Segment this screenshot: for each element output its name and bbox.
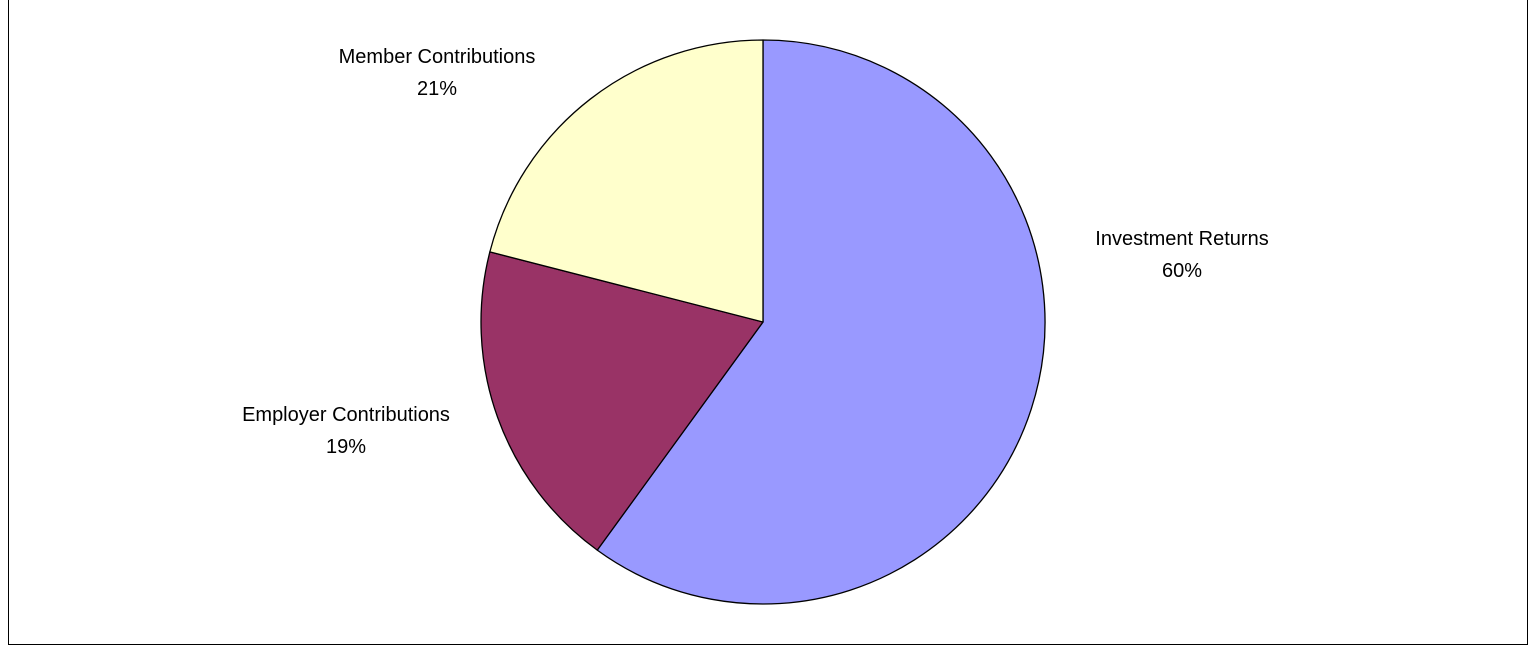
chart-area: Investment Returns 60% Employer Contributi… (8, 0, 1528, 645)
slice-label-investment-returns: Investment Returns (1095, 228, 1268, 250)
slice-label-employer-contributions: Employer Contributions (242, 404, 450, 426)
pie-chart: Investment Returns 60% Employer Contributi… (242, 39, 1269, 605)
slice-label-member-contributions: Member Contributions (339, 46, 536, 68)
pie-slice-member-contributions (489, 39, 764, 323)
slice-value-employer-contributions: 19% (326, 436, 366, 458)
pie-slice-investment-returns (596, 39, 1046, 605)
pie-slice-employer-contributions (480, 251, 764, 551)
slice-value-member-contributions: 21% (417, 78, 457, 100)
slice-value-investment-returns: 60% (1162, 260, 1202, 282)
